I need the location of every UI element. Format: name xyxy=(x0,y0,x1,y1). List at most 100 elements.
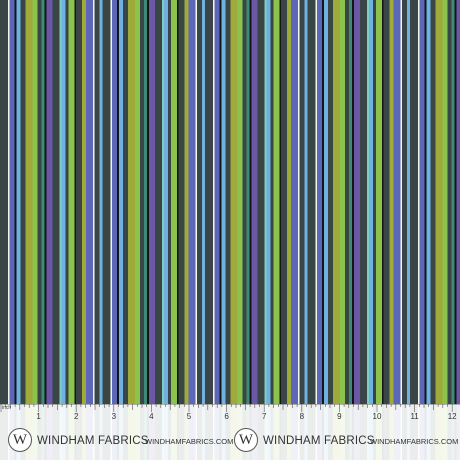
stripe-sky xyxy=(407,0,410,460)
stripe-black xyxy=(279,0,281,460)
stripe-charcoal xyxy=(281,0,287,460)
brand-name-left: WINDHAM FABRICS xyxy=(37,435,149,447)
stripe-sky xyxy=(426,0,431,460)
stripe-charcoal xyxy=(257,0,265,460)
stripe-charcoal xyxy=(155,0,162,460)
stripe-charcoal xyxy=(168,0,171,460)
stripe-charcoal xyxy=(410,0,418,460)
stripe-olive xyxy=(230,0,238,460)
stripe-charcoal xyxy=(37,0,42,460)
stripe-charcoal xyxy=(0,0,8,460)
ruler-number: 9 xyxy=(337,412,342,421)
stripe-mint xyxy=(162,0,164,460)
stripe-sky xyxy=(61,0,66,460)
stripe-periwinkle xyxy=(291,0,298,460)
stripe-sky xyxy=(119,0,123,460)
ruler-number: 5 xyxy=(186,412,192,421)
stripe-white xyxy=(195,0,197,460)
stripe-charcoal xyxy=(140,0,144,460)
stripe-black xyxy=(117,0,119,460)
stripe-teal xyxy=(246,0,250,460)
stripe-purple xyxy=(149,0,155,460)
stripe-mint xyxy=(367,0,369,460)
stripe-olive xyxy=(128,0,135,460)
stripe-sky xyxy=(304,0,308,460)
stripe-charcoal xyxy=(178,0,185,460)
stripe-white xyxy=(298,0,300,460)
website-text-right: WINDHAMFABRICS.COM xyxy=(370,437,459,446)
stripe-charcoal xyxy=(430,0,436,460)
stripe-periwinkle xyxy=(112,0,117,460)
stripe-periwinkle xyxy=(317,0,322,460)
stripe-olive xyxy=(184,0,189,460)
stripe-black xyxy=(44,0,47,460)
measurement-ruler: inch 1 2 3 4 5 6 7 8 9 10 11 12 W WINDHAM FABRICS W… xyxy=(0,404,460,460)
stripe-purple xyxy=(251,0,258,460)
stripe-charcoal xyxy=(270,0,274,460)
ruler-number: 8 xyxy=(299,412,305,421)
stripe-charcoal xyxy=(373,0,376,460)
stripe-black xyxy=(322,0,324,460)
stripe-mint xyxy=(264,0,267,460)
stripe-lime xyxy=(442,0,448,460)
stripe-charcoal xyxy=(52,0,60,460)
stripe-white xyxy=(400,0,402,460)
stripe-mint xyxy=(59,0,62,460)
stripe-charcoal xyxy=(307,0,316,460)
stripe-charcoal xyxy=(345,0,349,460)
ruler-number: 7 xyxy=(261,412,267,421)
stripe-lime xyxy=(68,0,75,460)
stripe-olive xyxy=(287,0,291,460)
stripe-black xyxy=(424,0,427,460)
stripe-black xyxy=(249,0,252,460)
stripe-olive xyxy=(389,0,394,460)
stripe-charcoal xyxy=(123,0,128,460)
website-text-middle: WINDHAMFABRICS.COM xyxy=(145,437,234,446)
stripe-lime xyxy=(237,0,243,460)
ruler-number: 3 xyxy=(111,412,117,421)
ruler-number: 11 xyxy=(410,412,419,421)
stripe-charcoal xyxy=(94,0,100,460)
stripe-charcoal xyxy=(65,0,69,460)
stripe-white xyxy=(8,0,10,460)
ruler-number: 2 xyxy=(73,412,79,421)
stripe-charcoal xyxy=(242,0,247,460)
stripe-white xyxy=(93,0,95,460)
stripe-charcoal xyxy=(447,0,452,460)
stripe-charcoal xyxy=(402,0,407,460)
stripe-charcoal xyxy=(76,0,82,460)
ruler-number: 6 xyxy=(224,412,229,421)
brand-name-right: WINDHAM FABRICS xyxy=(263,435,375,447)
stripe-black xyxy=(177,0,179,460)
stripe-black xyxy=(219,0,222,460)
stripe-teal xyxy=(144,0,147,460)
stripe-periwinkle xyxy=(188,0,196,460)
stripe-sky xyxy=(221,0,226,460)
stripe-white xyxy=(110,0,112,460)
stripe-white xyxy=(315,0,317,460)
stripe-sky xyxy=(202,0,205,460)
stripe-periwinkle xyxy=(419,0,425,460)
stripe-charcoal xyxy=(102,0,111,460)
stripe-sky xyxy=(99,0,103,460)
stripe-lime xyxy=(135,0,140,460)
stripe-black xyxy=(147,0,149,460)
stripe-periwinkle xyxy=(86,0,93,460)
stripe-teal xyxy=(41,0,45,460)
stripe-charcoal xyxy=(197,0,202,460)
ruler-number: 4 xyxy=(149,412,154,421)
stripe-sky xyxy=(266,0,271,460)
stripe-sky xyxy=(164,0,168,460)
stripe-periwinkle xyxy=(9,0,15,460)
stripe-lime xyxy=(273,0,280,460)
stripe-white xyxy=(213,0,215,460)
ruler-number: 12 xyxy=(447,412,457,421)
stripe-teal xyxy=(349,0,352,460)
logo-letter-right: W xyxy=(238,431,254,448)
stripe-black xyxy=(382,0,384,460)
stripe-charcoal xyxy=(225,0,231,460)
stripe-olive xyxy=(333,0,340,460)
stripe-charcoal xyxy=(383,0,390,460)
